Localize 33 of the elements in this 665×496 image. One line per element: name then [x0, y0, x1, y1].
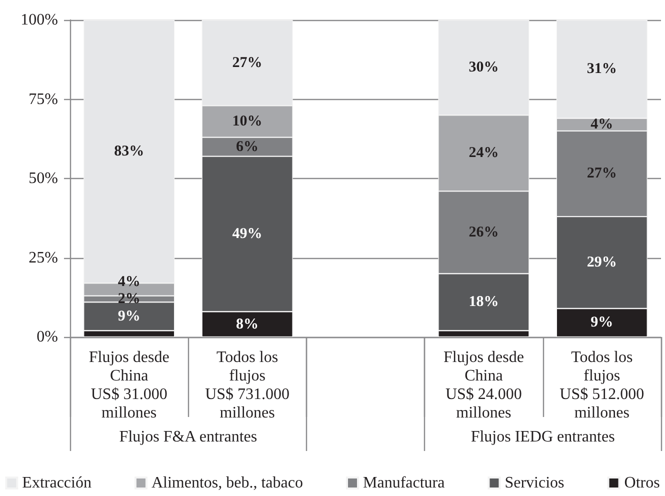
data-label: 30%	[468, 60, 499, 76]
text: Flujos F&A entrantes	[119, 428, 258, 446]
data-label: 24%	[468, 145, 499, 162]
y-tick-label: 50%	[28, 170, 58, 187]
text: Flujos IEDG entrantes	[470, 428, 615, 446]
data-label: 49%	[232, 226, 262, 242]
legend-label: Alimentos, beb., tabaco	[151, 474, 303, 492]
data-label: 9%	[590, 314, 614, 331]
data-label: 4%	[118, 274, 140, 290]
y-tick-label: 100%	[20, 12, 58, 28]
legend-label: Extracción	[22, 474, 92, 492]
data-label: 6%	[236, 138, 259, 155]
legend-label: Otros	[624, 474, 660, 492]
data-label: 29%	[586, 254, 617, 271]
data-label: 83%	[114, 144, 144, 160]
data-label: 31%	[586, 61, 617, 78]
data-label: 10%	[232, 113, 262, 130]
data-label: 27%	[586, 166, 617, 182]
x-tick-label: Todos los flujos US$ 512.000 millones	[560, 348, 644, 422]
legend-label: Servicios	[504, 474, 564, 492]
data-label: 9%	[118, 308, 140, 324]
data-label: 18%	[468, 294, 499, 310]
x-tick-label: Flujos desde China US$ 24.000 millones	[443, 348, 524, 422]
y-tick-label: 25%	[28, 249, 58, 266]
data-label: 4%	[590, 116, 614, 133]
x-tick-label: Flujos desde China US$ 31.000 millones	[88, 348, 170, 422]
y-tick-label: 75%	[28, 90, 58, 108]
x-tick-label: Todos los flujos US$ 731.000 millones	[205, 348, 290, 422]
data-label: 27%	[232, 54, 262, 71]
legend-label: Manufactura	[362, 474, 445, 492]
data-label: 8%	[236, 316, 259, 332]
y-tick-label: 0%	[36, 328, 58, 346]
data-label: 26%	[468, 224, 499, 240]
